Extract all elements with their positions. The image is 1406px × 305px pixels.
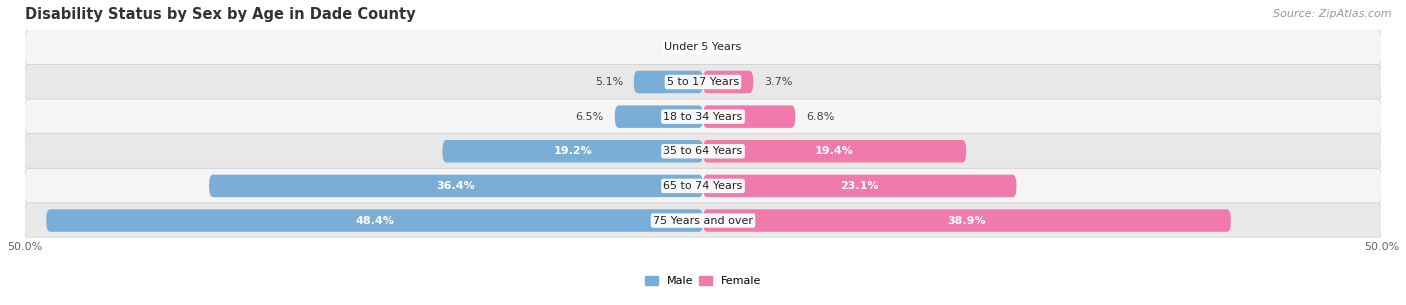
FancyBboxPatch shape [703,140,966,163]
FancyBboxPatch shape [703,106,796,128]
FancyBboxPatch shape [24,134,1382,169]
Text: 75 Years and over: 75 Years and over [652,216,754,225]
Text: 3.7%: 3.7% [763,77,793,87]
Text: 48.4%: 48.4% [356,216,394,225]
FancyBboxPatch shape [24,30,1382,65]
Text: 65 to 74 Years: 65 to 74 Years [664,181,742,191]
FancyBboxPatch shape [703,175,1017,197]
Text: 19.2%: 19.2% [554,146,592,156]
FancyBboxPatch shape [24,64,1382,100]
Text: Source: ZipAtlas.com: Source: ZipAtlas.com [1274,9,1392,19]
FancyBboxPatch shape [443,140,703,163]
Text: 19.4%: 19.4% [815,146,853,156]
Text: 18 to 34 Years: 18 to 34 Years [664,112,742,122]
FancyBboxPatch shape [703,71,754,93]
FancyBboxPatch shape [614,106,703,128]
FancyBboxPatch shape [703,209,1230,232]
FancyBboxPatch shape [24,99,1382,134]
Text: 35 to 64 Years: 35 to 64 Years [664,146,742,156]
Text: 5 to 17 Years: 5 to 17 Years [666,77,740,87]
Text: 36.4%: 36.4% [437,181,475,191]
Text: 5.1%: 5.1% [595,77,623,87]
FancyBboxPatch shape [209,175,703,197]
Text: 23.1%: 23.1% [841,181,879,191]
Text: Disability Status by Sex by Age in Dade County: Disability Status by Sex by Age in Dade … [24,7,415,22]
FancyBboxPatch shape [46,209,703,232]
Text: 6.8%: 6.8% [806,112,835,122]
Text: 38.9%: 38.9% [948,216,986,225]
FancyBboxPatch shape [24,168,1382,203]
FancyBboxPatch shape [634,71,703,93]
Text: 0.0%: 0.0% [664,42,692,52]
Text: Under 5 Years: Under 5 Years [665,42,741,52]
Text: 6.5%: 6.5% [575,112,605,122]
Text: 0.0%: 0.0% [714,42,742,52]
FancyBboxPatch shape [24,203,1382,238]
Legend: Male, Female: Male, Female [640,271,766,290]
